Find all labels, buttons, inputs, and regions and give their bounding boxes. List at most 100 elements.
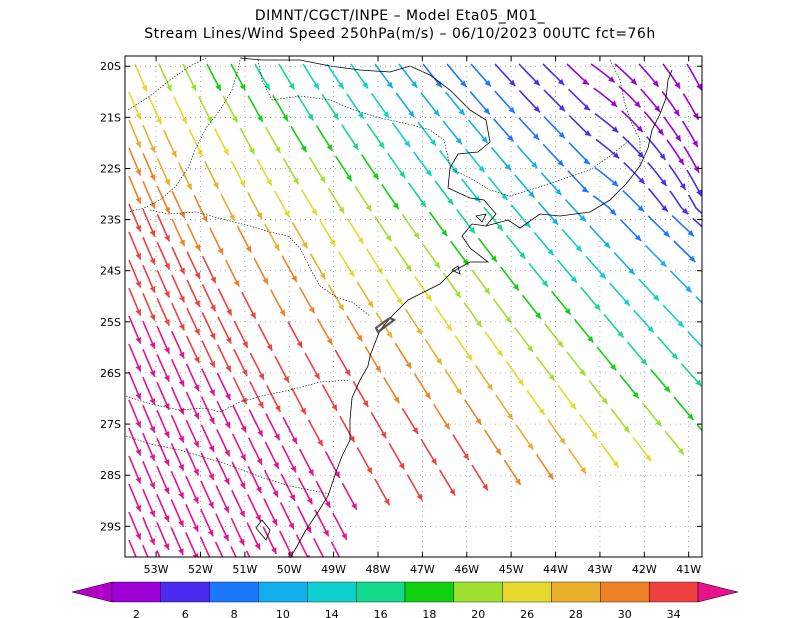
streamline-arrow <box>551 218 559 225</box>
streamline-arrow <box>272 490 278 498</box>
streamline <box>696 424 702 432</box>
streamline-arrow <box>239 510 245 518</box>
colorbar-label: 14 <box>325 608 339 618</box>
streamline-arrow <box>701 351 702 352</box>
streamline-arrow <box>581 186 589 193</box>
streamline-arrow <box>225 365 231 372</box>
streamline-arrow <box>696 189 702 197</box>
streamline-arrow <box>558 131 565 139</box>
streamline-arrow <box>239 180 246 188</box>
streamline-arrow <box>630 78 637 85</box>
streamline-arrow <box>463 453 469 460</box>
streamline-arrow <box>149 538 155 545</box>
lat-lon-grid <box>125 56 702 557</box>
streamline-arrow <box>257 115 263 122</box>
streamline-arrow <box>652 294 660 301</box>
streamline-arrow <box>603 241 611 249</box>
streamline-arrow <box>582 78 589 85</box>
streamline-arrow <box>594 303 601 311</box>
streamline-arrow <box>164 375 170 382</box>
streamline-arrow <box>178 464 184 471</box>
streamline-arrow <box>329 239 336 247</box>
streamline-arrow <box>149 146 156 153</box>
streamline-arrow <box>149 398 156 405</box>
streamline-arrow <box>687 229 694 237</box>
lon-tick-label: 51W <box>232 563 257 576</box>
lat-tick-label: 26S <box>100 367 121 380</box>
streamline-arrow <box>164 206 170 214</box>
streamline-arrow <box>547 248 554 256</box>
streamline-arrow <box>248 147 255 155</box>
streamline-arrow <box>679 183 686 190</box>
streamline-arrow <box>135 141 141 148</box>
streamline-arrow <box>179 267 185 275</box>
state-borders-layer <box>125 57 641 495</box>
streamline-arrow <box>338 206 345 214</box>
streamline-arrow <box>135 337 141 344</box>
streamline-arrow <box>490 255 497 262</box>
streamline-arrow <box>425 294 432 302</box>
streamline-arrow <box>660 179 667 186</box>
streamline-arrow <box>207 529 214 537</box>
streamline-arrow <box>547 472 554 480</box>
colorbar-swatch <box>648 581 699 603</box>
streamline-arrow <box>420 200 426 208</box>
lon-tick-label: 52W <box>188 563 213 576</box>
streamline <box>687 194 702 215</box>
lon-tick-label: 45W <box>499 563 524 576</box>
streamline-arrow <box>292 177 299 185</box>
plot-title-line2: Stream Lines/Wind Speed 250hPa(m/s) – 06… <box>144 26 656 42</box>
streamline-arrow <box>617 331 624 338</box>
streamline-arrow <box>149 426 156 433</box>
streamline-arrow <box>264 83 270 91</box>
streamline-arrow <box>194 244 201 251</box>
streamline-arrow <box>224 421 231 429</box>
streamline-arrow <box>541 280 548 287</box>
streamline-arrow <box>405 361 412 369</box>
streamline-arrow <box>365 204 372 212</box>
colorbar-label: 16 <box>374 608 388 618</box>
coastline <box>239 57 497 559</box>
streamline-arrow <box>210 304 216 312</box>
streamline-arrow <box>135 477 141 484</box>
streamline-arrow <box>638 177 645 184</box>
streamline-arrow <box>481 136 488 143</box>
streamline-arrow <box>305 526 312 533</box>
colorbar-label: 30 <box>618 608 632 618</box>
colorbar-swatch <box>502 581 552 603</box>
streamline-arrow <box>637 151 644 158</box>
streamline-arrow <box>570 403 576 410</box>
colorbar-swatch <box>600 581 650 603</box>
streamline-arrow <box>657 128 664 136</box>
streamline-arrow <box>239 83 246 91</box>
streamline-arrow <box>380 431 387 439</box>
streamline-arrow <box>677 320 684 328</box>
streamline-arrow <box>178 379 185 387</box>
streamline <box>199 536 211 557</box>
coastline-east <box>485 69 673 229</box>
streamline-arrow <box>610 100 618 107</box>
streamline-arrow <box>504 163 511 171</box>
streamline-arrow <box>149 230 156 237</box>
streamline-arrow <box>225 393 231 401</box>
streamline-arrow <box>149 510 155 517</box>
streamline-arrow <box>460 80 467 87</box>
streamline-arrow <box>135 253 141 260</box>
streamline-arrow <box>313 82 319 90</box>
streamline-arrow <box>331 404 337 411</box>
streamline-arrow <box>689 255 696 262</box>
colorbar-swatch <box>453 581 503 603</box>
streamline-arrow <box>430 139 436 146</box>
streamline-arrow <box>208 473 214 481</box>
streamline-arrow <box>319 176 326 183</box>
streamline-arrow <box>532 133 540 140</box>
streamline-arrow <box>135 449 141 456</box>
streamline <box>156 550 161 557</box>
streamline-arrow <box>194 272 200 279</box>
streamline-arrow <box>208 445 215 452</box>
colorbar-label: 8 <box>231 608 238 618</box>
streamline-arrow <box>675 134 681 142</box>
streamline-arrow <box>411 81 418 88</box>
streamline-arrow <box>242 341 248 348</box>
streamline-arrow <box>164 403 170 410</box>
